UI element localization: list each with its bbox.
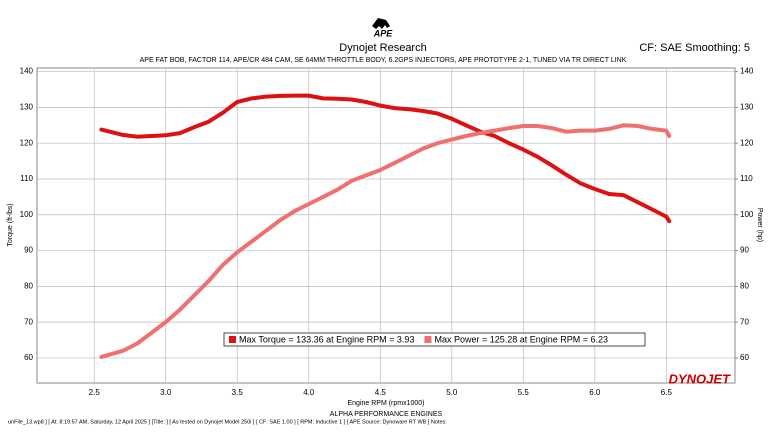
legend-entry: Max Torque = 133.36 at Engine RPM = 3.93 xyxy=(239,334,414,344)
x-tick-label: 5.5 xyxy=(518,388,530,397)
x-tick-label: 4.0 xyxy=(303,388,315,397)
series-line xyxy=(99,93,672,224)
series-line xyxy=(99,123,672,359)
legend-entry: Max Power = 125.28 at Engine RPM = 6.23 xyxy=(434,334,608,344)
footer: unFile_13.wp8 ] [ At: 8:19:57 AM, Saturd… xyxy=(8,419,447,425)
y-tick-label: 120 xyxy=(20,138,34,147)
y2-tick-label: 140 xyxy=(740,67,754,76)
logo: APE xyxy=(373,28,394,38)
legend-box xyxy=(223,332,646,347)
y-tick-label: 90 xyxy=(24,246,33,255)
plot-frame xyxy=(36,67,736,384)
x-tick-label: 5.0 xyxy=(446,388,458,397)
y2-tick-label: 120 xyxy=(740,138,754,147)
x-tick-label: 3.0 xyxy=(160,388,172,397)
y-tick-label: 100 xyxy=(20,210,34,219)
y2-tick-label: 100 xyxy=(740,210,754,219)
y2-tick-label: 80 xyxy=(740,281,749,290)
x-tick-label: 2.5 xyxy=(89,388,101,397)
logo-icon xyxy=(372,18,390,29)
y-tick-label: 80 xyxy=(24,281,33,290)
x-tick-label: 6.0 xyxy=(589,388,601,397)
x-axis-label: Engine RPM (rpmx1000) xyxy=(347,400,424,407)
legend-swatch xyxy=(229,336,236,343)
y2-axis-label: Power (hp) xyxy=(756,208,763,242)
chart-title: Dynojet Research xyxy=(339,42,426,54)
y-tick-label: 60 xyxy=(24,353,33,362)
settings: CF: SAE Smoothing: 5 xyxy=(639,42,750,54)
y2-tick-label: 90 xyxy=(740,246,749,255)
legend-swatch xyxy=(424,336,432,343)
y2-tick-label: 60 xyxy=(740,353,749,362)
y-tick-label: 70 xyxy=(24,317,33,326)
x-tick-label: 6.5 xyxy=(661,388,673,397)
footer-title: ALPHA PERFORMANCE ENGINES xyxy=(330,411,443,418)
y-axis-label: Torque (ft-lbs) xyxy=(7,203,14,246)
x-tick-label: 4.5 xyxy=(375,388,387,397)
y-tick-label: 130 xyxy=(20,102,34,111)
y-tick-label: 140 xyxy=(20,67,34,76)
y2-tick-label: 70 xyxy=(740,317,749,326)
y2-tick-label: 110 xyxy=(740,174,753,183)
y-tick-label: 110 xyxy=(20,174,33,183)
x-tick-label: 3.5 xyxy=(232,388,244,397)
subtitle: APE FAT BOB, FACTOR 114, APE/CR 484 CAM,… xyxy=(140,57,627,64)
y2-tick-label: 130 xyxy=(740,102,754,111)
brand: DYNOJET xyxy=(669,371,731,386)
